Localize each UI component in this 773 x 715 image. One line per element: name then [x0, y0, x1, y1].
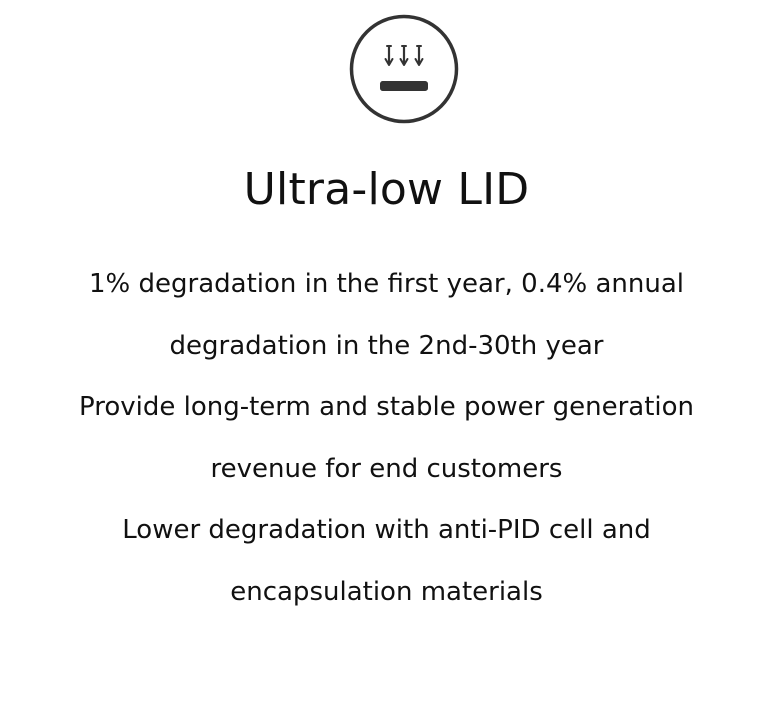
- description-line-3: Provide long-term and stable power gener…: [79, 392, 694, 422]
- feature-description: 1% degradation in the first year, 0.4% a…: [0, 262, 773, 631]
- description-line-2: degradation in the 2nd-30th year: [169, 330, 604, 361]
- light-pressure-arrows-panel-icon: [349, 14, 459, 124]
- description-line-1: 1% degradation in the first year, 0.4% a…: [89, 269, 684, 299]
- description-line-6: encapsulation materials: [230, 576, 543, 607]
- description-line-5: Lower degradation with anti-PID cell and: [122, 515, 651, 545]
- description-line-4: revenue for end customers: [210, 453, 563, 484]
- feature-title: Ultra-low LID: [243, 164, 530, 215]
